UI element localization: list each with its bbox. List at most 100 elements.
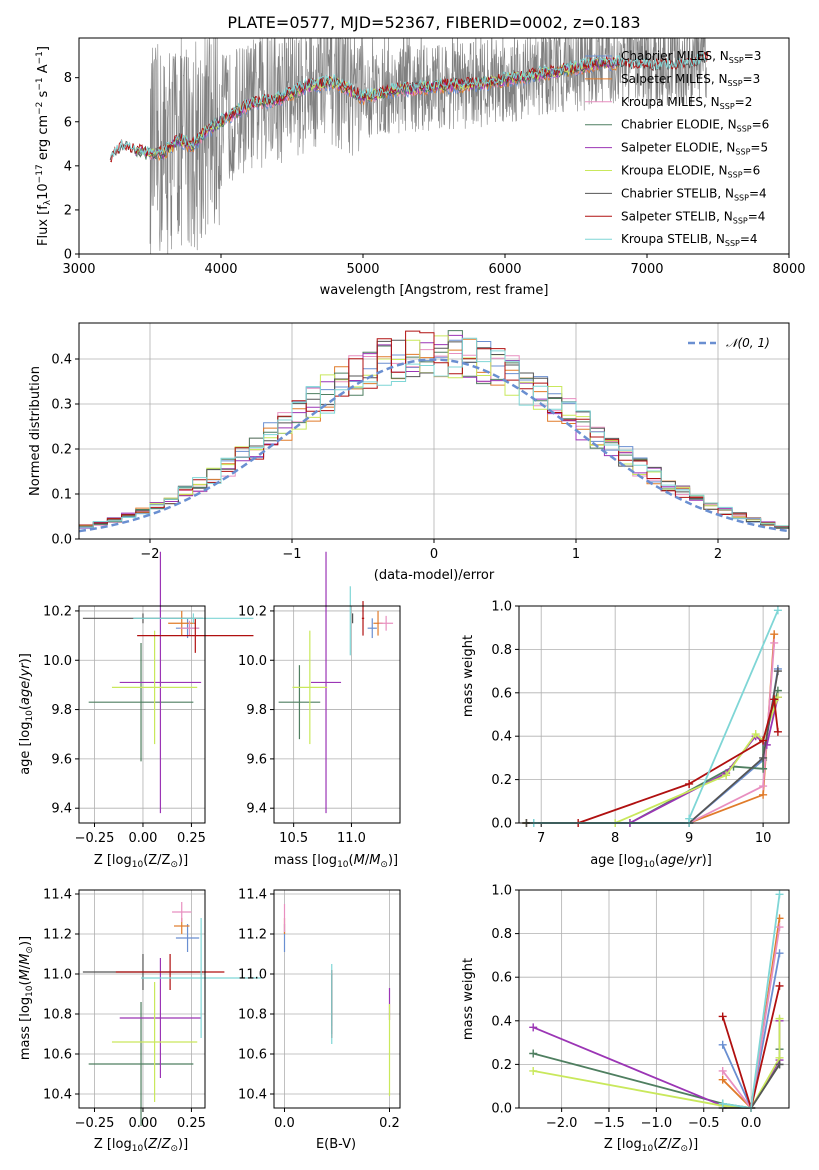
- weight-marker: [718, 1066, 727, 1075]
- axes-frame: [518, 605, 790, 824]
- weight-vs-age-panel: 7 8 9 10 0.0 0.2 0.4 0.6 0.8 1.0: [491, 600, 790, 846]
- weight-marker: [770, 695, 779, 704]
- weight-marker: [759, 790, 768, 799]
- axes-frame: [273, 605, 401, 824]
- legend-entry: Salpeter ELODIE, NSSP=5: [585, 141, 768, 157]
- spectrum-panel: 3000 4000 5000 6000 7000 8000 0 2 4 6 8 wavelength…: [35, 37, 806, 298]
- data-point: [361, 601, 365, 636]
- weight-age-xlabel: age [log10(age/yr)]: [590, 853, 712, 870]
- y-tick-label: 0.2: [491, 773, 512, 788]
- y-tick-label: 0.0: [51, 533, 72, 548]
- age-metallicity-ylabel: age [log10(age/yr)]: [18, 653, 35, 775]
- y-tick-label: 8: [64, 71, 72, 86]
- legend-label: Chabrier MILES, NSSP=3: [621, 49, 761, 65]
- mass-metallicity-ylabel: mass [log10(M/M⊙)]: [18, 936, 35, 1060]
- weight-marker: [775, 981, 784, 990]
- y-tick-label: 2: [64, 203, 72, 218]
- x-tick-label: −0.25: [75, 831, 115, 846]
- weight-marker: [762, 740, 771, 749]
- weight-marker: [759, 753, 768, 762]
- weight-marker: [718, 1040, 727, 1049]
- data-point: [175, 924, 200, 952]
- legend-entry: Chabrier ELODIE, NSSP=6: [585, 118, 769, 134]
- legend-label: Kroupa ELODIE, NSSP=6: [621, 164, 760, 180]
- weight-marker: [773, 606, 782, 615]
- x-tick-label: 0.00: [128, 1116, 157, 1131]
- x-tick-label: 0.00: [128, 831, 157, 846]
- data-point: [168, 610, 196, 636]
- legend-entry: Kroupa ELODIE, NSSP=6: [585, 164, 760, 180]
- gaussian-reference-curve: [79, 358, 789, 533]
- mass-vs-extinction-panel: 0.0 0.2 10.4 10.6 10.8 11.0 11.2 11.4: [238, 888, 401, 1131]
- spectrum-legend: Chabrier MILES, NSSP=3 Salpeter MILES, NS…: [585, 49, 769, 248]
- y-tick-label: 10.6: [238, 1048, 267, 1063]
- y-tick-label: 0.0: [491, 1102, 512, 1117]
- age-mass-xlabel: mass [log10(M/M⊙)]: [274, 853, 398, 870]
- x-tick-label: 0.2: [379, 1116, 400, 1131]
- weight-marker: [529, 1066, 538, 1075]
- legend-entry: Salpeter STELIB, NSSP=4: [585, 209, 765, 225]
- figure-title: PLATE=0577, MJD=52367, FIBERID=0002, z=0…: [227, 13, 640, 32]
- data-point: [137, 618, 254, 653]
- y-tick-label: 10.4: [238, 1088, 267, 1103]
- legend-entry: Kroupa MILES, NSSP=2: [585, 95, 752, 111]
- x-tick-label: 7000: [630, 262, 663, 277]
- y-tick-label: 10.8: [43, 1008, 72, 1023]
- data-point: [379, 615, 394, 631]
- legend-label: Kroupa STELIB, NSSP=4: [621, 232, 758, 248]
- legend-label: Salpeter ELODIE, NSSP=5: [621, 141, 768, 157]
- x-tick-label: −0.5: [688, 1116, 720, 1131]
- data-point: [179, 620, 200, 636]
- x-tick-label: 7: [537, 831, 545, 846]
- legend-entry: Kroupa STELIB, NSSP=4: [585, 232, 758, 248]
- y-tick-label: 10.0: [43, 654, 72, 669]
- y-tick-label: 9.6: [246, 752, 267, 767]
- y-tick-label: 11.0: [43, 968, 72, 983]
- axes-frame: [273, 889, 401, 1109]
- weight-marker: [775, 949, 784, 958]
- x-tick-label: 9: [685, 831, 693, 846]
- legend-label: Salpeter STELIB, NSSP=4: [621, 209, 765, 225]
- y-tick-label: 1.0: [491, 600, 512, 615]
- x-tick-label: −1: [282, 547, 301, 562]
- y-tick-label: 9.8: [246, 703, 267, 718]
- data-point: [115, 954, 225, 990]
- y-tick-label: 11.4: [238, 888, 267, 903]
- weight-marker: [759, 764, 768, 773]
- y-tick-label: 0.2: [51, 443, 72, 458]
- y-tick-label: 11.0: [238, 968, 267, 983]
- y-tick-label: 0.4: [51, 353, 72, 368]
- x-tick-label: 1: [572, 547, 580, 562]
- data-point: [88, 1002, 194, 1126]
- y-tick-label: 6: [64, 115, 72, 130]
- data-point: [292, 630, 328, 745]
- data-point: [278, 665, 321, 740]
- data-point: [111, 982, 198, 1102]
- weight-marker: [685, 779, 694, 788]
- histogram-step: [79, 337, 789, 529]
- weight-vs-metallicity-panel: −2.0 −1.5 −1.0 −0.5 0.0 0.0 0.2 0.4 0.6 0.8 1.0: [491, 884, 790, 1131]
- y-tick-label: 1.0: [491, 884, 512, 899]
- y-tick-label: 0.6: [491, 971, 512, 986]
- y-tick-label: 10.8: [238, 1008, 267, 1023]
- x-tick-label: 0.25: [177, 831, 206, 846]
- x-tick-label: 11.0: [337, 831, 366, 846]
- histogram-xlabel: (data-model)/error: [374, 568, 495, 583]
- weight-metallicity-xlabel: Z [log10(Z/Z⊙)]: [604, 1137, 698, 1154]
- y-tick-label: 9.6: [51, 752, 72, 767]
- weight-marker: [722, 771, 731, 780]
- x-tick-label: 2: [714, 547, 722, 562]
- legend-entry: Chabrier MILES, NSSP=3: [585, 49, 761, 65]
- mass-extinction-xlabel: E(B-V): [316, 1137, 356, 1152]
- gaussian-legend-label: 𝒩(0, 1): [726, 336, 770, 350]
- grid-lines: [79, 890, 205, 1108]
- y-tick-label: 0.6: [491, 686, 512, 701]
- x-tick-label: 8000: [772, 262, 805, 277]
- y-tick-label: 11.2: [43, 928, 72, 943]
- model-spectrum-line: [135, 58, 620, 157]
- y-tick-label: 4: [64, 159, 72, 174]
- x-tick-label: 0.25: [177, 1116, 206, 1131]
- x-tick-label: −2: [140, 547, 159, 562]
- spectrum-xlabel: wavelength [Angstrom, rest frame]: [320, 283, 549, 298]
